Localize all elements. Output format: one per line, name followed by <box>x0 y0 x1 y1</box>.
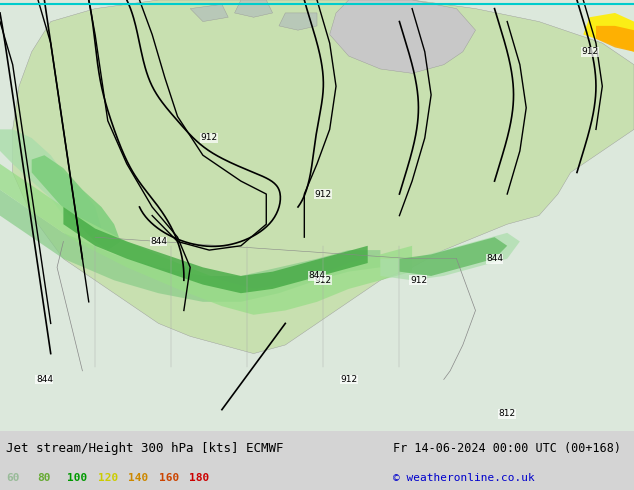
Polygon shape <box>330 0 476 74</box>
Polygon shape <box>279 13 317 30</box>
Text: 844: 844 <box>486 254 503 263</box>
Text: 912: 912 <box>410 276 427 285</box>
Polygon shape <box>63 207 368 293</box>
Text: 120: 120 <box>98 473 118 483</box>
Polygon shape <box>596 26 634 52</box>
Text: 160: 160 <box>158 473 179 483</box>
Text: Fr 14-06-2024 00:00 UTC (00+168): Fr 14-06-2024 00:00 UTC (00+168) <box>393 442 621 455</box>
Text: 80: 80 <box>37 473 50 483</box>
Polygon shape <box>0 164 412 315</box>
Polygon shape <box>399 237 507 276</box>
Text: 812: 812 <box>498 410 516 418</box>
Polygon shape <box>583 13 634 52</box>
Polygon shape <box>0 190 380 302</box>
Polygon shape <box>32 155 120 250</box>
Polygon shape <box>235 0 273 17</box>
Text: 180: 180 <box>189 473 209 483</box>
Text: 912: 912 <box>314 276 332 285</box>
Text: 844: 844 <box>36 375 53 384</box>
Text: 60: 60 <box>6 473 20 483</box>
Text: 912: 912 <box>581 47 598 56</box>
Text: 844: 844 <box>150 237 167 246</box>
Polygon shape <box>190 4 228 22</box>
Text: 912: 912 <box>340 375 358 384</box>
Text: 140: 140 <box>128 473 148 483</box>
Text: 100: 100 <box>67 473 87 483</box>
Text: 912: 912 <box>314 190 332 198</box>
Text: 844: 844 <box>309 271 325 280</box>
Text: Jet stream/Height 300 hPa [kts] ECMWF: Jet stream/Height 300 hPa [kts] ECMWF <box>6 442 284 455</box>
Polygon shape <box>380 233 520 280</box>
Polygon shape <box>13 0 634 354</box>
Text: © weatheronline.co.uk: © weatheronline.co.uk <box>393 473 535 483</box>
Text: 912: 912 <box>200 133 218 143</box>
Polygon shape <box>0 129 101 237</box>
